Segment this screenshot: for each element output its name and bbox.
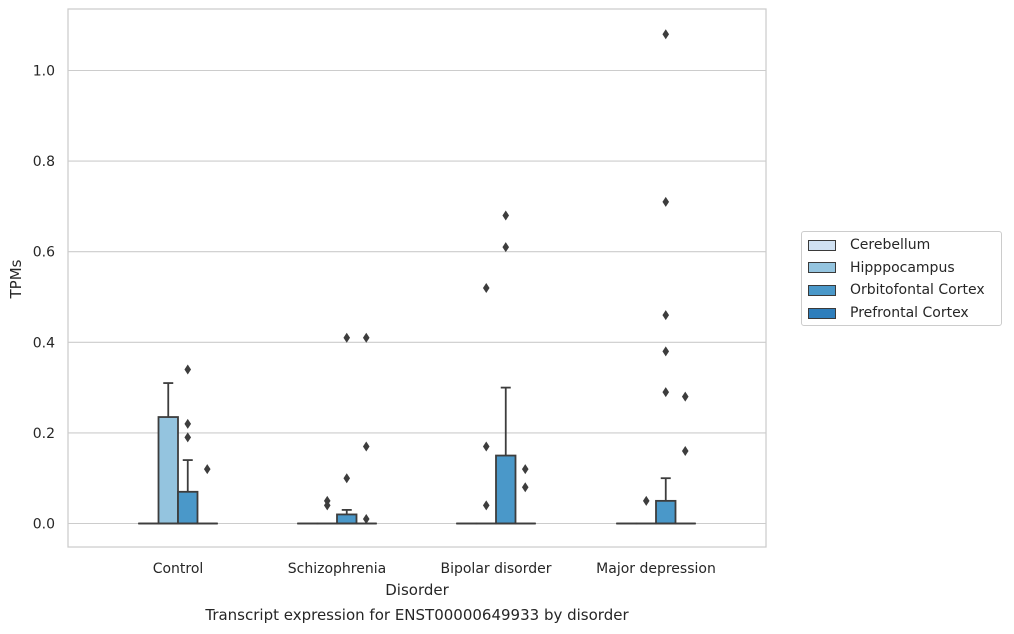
box-orbitofontal-cortex: [655, 499, 677, 525]
outlier-point: [482, 441, 490, 452]
outlier-point: [323, 500, 331, 511]
legend-label: Orbitofontal Cortex: [850, 282, 985, 299]
outlier-point: [184, 432, 192, 443]
x-axis-label: Disorder: [385, 581, 449, 599]
legend-label: Hipppocampus: [850, 259, 955, 276]
outlier-point: [681, 446, 689, 457]
legend-swatch: [808, 239, 836, 251]
outlier-point: [662, 310, 670, 321]
outlier-point: [662, 29, 670, 40]
legend-label: Cerebellum: [850, 237, 931, 253]
legend: Cerebellum Hipppocampus Orbitofontal Corte…: [801, 231, 1002, 326]
outlier-point: [662, 196, 670, 207]
legend-swatch: [808, 262, 836, 274]
y-tick-label: 0.2: [33, 426, 55, 442]
y-tick-label: 0.4: [33, 335, 55, 351]
y-tick-label: 1.0: [33, 64, 55, 80]
y-tick-label: 0.0: [33, 517, 55, 533]
outlier-point: [521, 482, 529, 493]
legend-label: Prefrontal Cortex: [850, 305, 969, 322]
box-orbitofontal-cortex: [336, 513, 358, 525]
outlier-point: [362, 441, 370, 452]
outlier-point: [184, 418, 192, 429]
y-axis-label: TPMs: [7, 259, 25, 299]
x-tick-label: Bipolar disorder: [440, 561, 551, 577]
legend-swatch: [808, 307, 836, 319]
outlier-point: [343, 332, 351, 343]
x-tick-label: Control: [153, 561, 204, 577]
outlier-point: [184, 364, 192, 375]
x-tick-label: Major depression: [596, 561, 716, 577]
outlier-point: [642, 495, 650, 506]
outlier-point: [521, 464, 529, 475]
outlier-point: [681, 391, 689, 402]
y-tick-label: 0.8: [33, 154, 55, 170]
legend-item: Orbitofontal Cortex: [808, 280, 985, 300]
box-hipppocampus: [157, 416, 179, 525]
legend-item: Prefrontal Cortex: [808, 303, 969, 323]
chart-caption: Transcript expression for ENST0000064993…: [205, 606, 629, 624]
y-tick-labels: 0.0 0.2 0.4 0.6 0.8 1.0: [33, 64, 55, 533]
outlier-point: [482, 282, 490, 293]
outlier-point: [502, 242, 510, 253]
x-tick-label: Schizophrenia: [288, 561, 386, 577]
legend-item: Hipppocampus: [808, 258, 955, 278]
outlier-point: [502, 210, 510, 221]
outlier-point: [662, 346, 670, 357]
legend-swatch: [808, 284, 836, 296]
box-orbitofontal-cortex: [177, 490, 199, 525]
x-tick-labels: Control Schizophrenia Bipolar disorder Majo…: [153, 561, 716, 577]
box-orbitofontal-cortex: [495, 454, 517, 525]
outlier-point: [662, 387, 670, 398]
outlier-point: [482, 500, 490, 511]
y-tick-label: 0.6: [33, 245, 55, 261]
outlier-point: [362, 332, 370, 343]
outlier-point: [203, 464, 211, 475]
outlier-point: [343, 473, 351, 484]
outlier-point: [362, 513, 370, 524]
plot-frame: [67, 8, 767, 548]
plot-marks: [138, 29, 696, 525]
legend-item: Cerebellum: [808, 235, 930, 255]
